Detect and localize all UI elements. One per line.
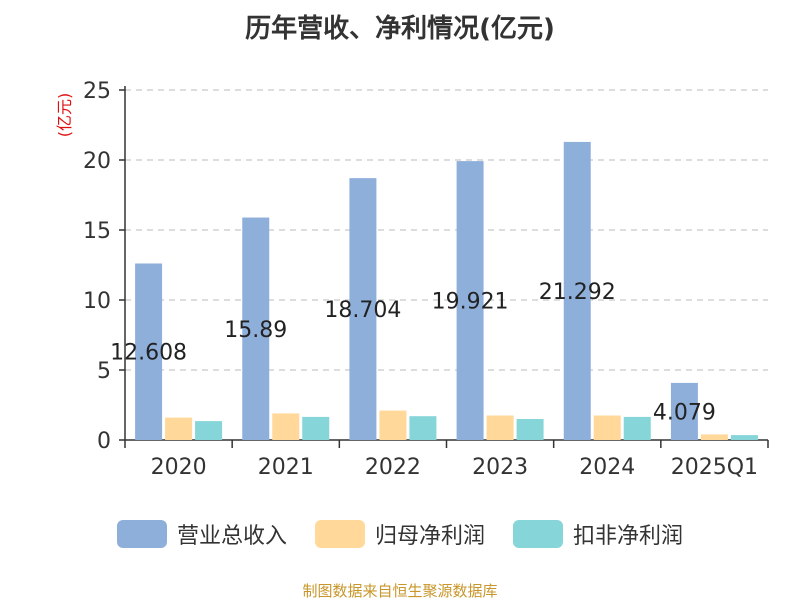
data-label: 12.608 [110, 341, 187, 366]
data-label: 19.921 [432, 290, 509, 315]
legend-label-revenue: 营业总收入 [176, 524, 287, 549]
bar-series-0-2023 [456, 161, 484, 440]
bar-series-0-2021 [242, 217, 270, 440]
legend: 营业总收入 归母净利润 扣非净利润 [0, 518, 800, 550]
chart-title: 历年营收、净利情况(亿元) [245, 14, 555, 44]
bar-series-1-2022 [379, 410, 407, 440]
bar-series-2-2023 [516, 419, 544, 440]
x-tick-label: 2025Q1 [671, 455, 758, 480]
x-tick-label: 2024 [579, 455, 635, 480]
x-tick-label: 2022 [365, 455, 421, 480]
legend-swatch-deducted-net-profit [513, 520, 563, 548]
bar-series-0-2020 [135, 263, 163, 440]
x-tick-label: 2023 [472, 455, 528, 480]
data-label: 4.079 [653, 400, 716, 425]
bar-series-0-2024 [563, 141, 591, 441]
y-tick-label: 10 [83, 289, 111, 314]
bar-series-1-2020 [165, 417, 193, 440]
legend-label-net-profit: 归母净利润 [374, 524, 485, 549]
legend-label-deducted-net-profit: 扣非净利润 [573, 524, 684, 549]
legend-swatch-revenue [116, 520, 167, 548]
source-note: 制图数据来自恒生聚源数据库 [302, 582, 498, 600]
bar-series-2-2024 [623, 416, 651, 440]
y-tick-label: 20 [83, 149, 111, 174]
legend-item-net-profit[interactable]: 归母净利润 [314, 518, 485, 550]
y-tick-label: 5 [97, 359, 111, 384]
legend-swatch-net-profit [314, 520, 365, 548]
bar-series-0-2025Q1 [670, 382, 698, 440]
legend-item-deducted-net-profit[interactable]: 扣非净利润 [513, 518, 683, 550]
bar-series-1-2021 [272, 413, 300, 440]
legend-item-revenue[interactable]: 营业总收入 [116, 518, 287, 550]
data-label: 18.704 [324, 298, 401, 323]
bar-series-1-2023 [486, 415, 514, 440]
x-tick-label: 2021 [258, 455, 314, 480]
data-label: 21.292 [539, 280, 616, 305]
x-tick-label: 2020 [151, 455, 207, 480]
bar-series-0-2022 [349, 178, 377, 441]
bar-series-1-2024 [593, 415, 621, 440]
bar-series-2-2022 [409, 416, 437, 440]
bar-series-2-2025Q1 [730, 435, 758, 440]
y-tick-label: 25 [83, 79, 111, 104]
bar-series-2-2021 [302, 416, 330, 440]
y-tick-label: 15 [83, 219, 111, 244]
data-label: 15.89 [224, 318, 287, 343]
bar-series-2-2020 [195, 421, 223, 440]
y-tick-label: 0 [97, 429, 111, 454]
bar-series-1-2025Q1 [700, 434, 728, 440]
y-axis-label: (亿元) [55, 93, 74, 138]
